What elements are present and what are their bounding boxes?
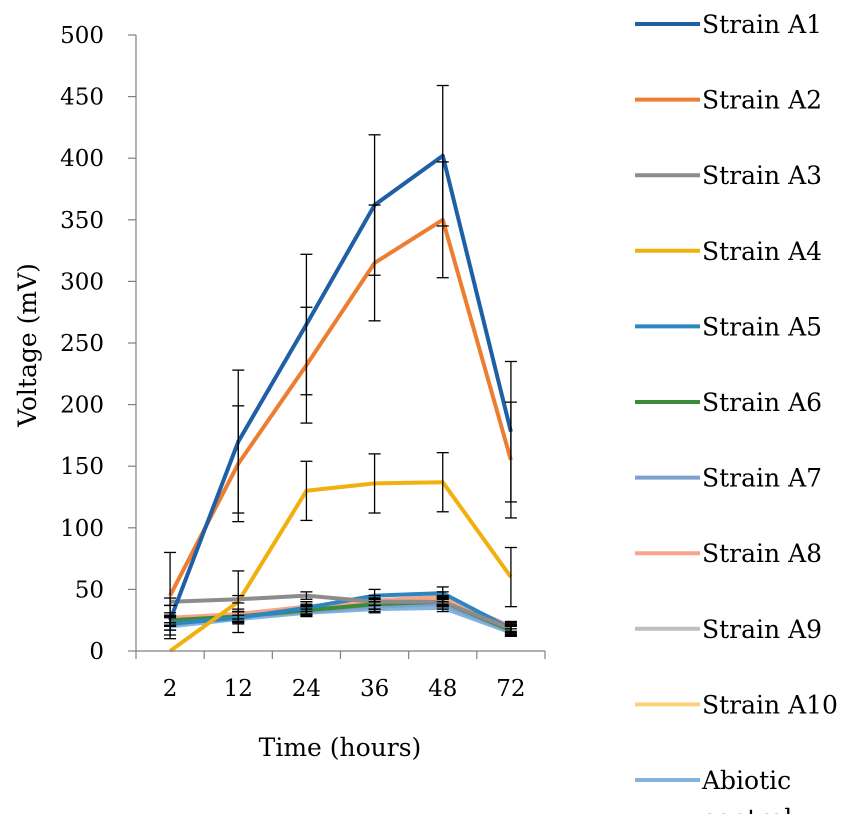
- x-tick-label: 12: [224, 676, 253, 702]
- legend-label: Strain A7: [702, 464, 822, 493]
- legend-label: control: [702, 804, 792, 814]
- series-line: [170, 156, 511, 621]
- x-axis-title: Time (hours): [259, 733, 422, 762]
- y-tick-label: 350: [60, 208, 104, 234]
- legend-label: Strain A2: [702, 86, 822, 115]
- legend-label: Strain A6: [702, 388, 822, 417]
- legend-label: Strain A3: [702, 161, 822, 190]
- axes: Voltage (mV) Time (hours) 05010015020025…: [13, 23, 545, 762]
- y-tick-label: 100: [60, 516, 104, 542]
- x-tick-label: 48: [428, 676, 457, 702]
- legend: Strain A1 Strain A2 Strain A3 Strain A4 Stra…: [635, 10, 838, 814]
- legend-label: Abiotic: [701, 766, 791, 795]
- y-tick-label: 500: [60, 23, 104, 49]
- x-tick-label: 36: [360, 676, 389, 702]
- legend-label: Strain A8: [702, 539, 822, 568]
- x-tick-label: 2: [163, 676, 178, 702]
- series-line: [170, 220, 511, 596]
- x-tick-label: 72: [496, 676, 525, 702]
- legend-label: Strain A5: [702, 312, 822, 341]
- y-tick-label: 0: [89, 639, 104, 665]
- series-line: [170, 482, 511, 651]
- legend-label: Strain A9: [702, 615, 822, 644]
- y-axis-title: Voltage (mV): [13, 263, 42, 428]
- y-tick-label: 200: [60, 393, 104, 419]
- x-tick-label: 24: [292, 676, 321, 702]
- y-tick-label: 50: [75, 577, 104, 603]
- plot-area: [164, 86, 517, 651]
- legend-label: Strain A10: [702, 690, 838, 719]
- y-tick-label: 250: [60, 331, 104, 357]
- legend-label: Strain A1: [702, 10, 822, 39]
- y-tick-label: 450: [60, 85, 104, 111]
- y-tick-label: 300: [60, 269, 104, 295]
- y-tick-label: 400: [60, 146, 104, 172]
- legend-label: Strain A4: [702, 237, 822, 266]
- y-tick-label: 150: [60, 454, 104, 480]
